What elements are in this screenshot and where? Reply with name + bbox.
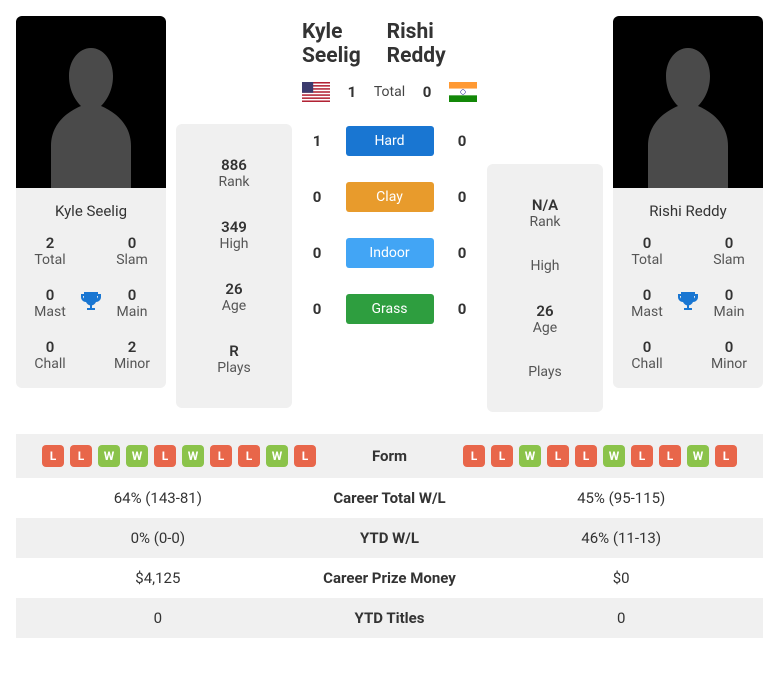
p1-minor-val: 2 — [106, 338, 158, 356]
p2-chall-val: 0 — [621, 338, 673, 356]
p1-stat-value: 64% (143-81) — [42, 489, 274, 507]
p2-mast-val: 0 — [621, 286, 673, 304]
p1-surface-score: 0 — [302, 300, 332, 318]
h2h-center: Kyle Seelig Rishi Reddy 1 Total 0 1 Hard 0… — [302, 16, 477, 350]
surface-chip: Hard — [346, 126, 434, 156]
win-badge: W — [126, 445, 148, 467]
p2-rank: N/A — [487, 196, 603, 214]
loss-badge: L — [547, 445, 569, 467]
player1-photo — [16, 16, 166, 188]
stat-label: YTD W/L — [274, 529, 506, 547]
player1-form: LLWWLWLLWL — [42, 445, 316, 467]
p2-minor-val: 0 — [703, 338, 755, 356]
stat-label: Career Prize Money — [274, 569, 506, 587]
table-row: 0YTD Titles0 — [16, 598, 763, 638]
table-row: 0% (0-0)YTD W/L46% (11-13) — [16, 518, 763, 558]
p2-stat-value: $0 — [505, 569, 737, 587]
p2-slam-val: 0 — [703, 234, 755, 252]
surface-row: 0 Clay 0 — [302, 182, 477, 212]
p1-stat-value: $4,125 — [42, 569, 274, 587]
trophy-icon — [79, 289, 103, 317]
p1-h2h-total: 1 — [337, 83, 367, 101]
loss-badge: L — [463, 445, 485, 467]
player2-card: Rishi Reddy 0Total 0Slam 0Mast 0Main 0Ch… — [613, 16, 763, 388]
player2-titles: 0Total 0Slam 0Mast 0Main 0Chall 0Minor — [613, 234, 763, 388]
p2-h2h-total: 0 — [412, 83, 442, 101]
surface-row: 0 Indoor 0 — [302, 238, 477, 268]
player2-flag-icon — [449, 82, 477, 102]
loss-badge: L — [659, 445, 681, 467]
p1-rank: 886 — [176, 156, 292, 174]
player2-photo — [613, 16, 763, 188]
surface-chip: Clay — [346, 182, 434, 212]
player2-name-label: Rishi Reddy — [613, 188, 763, 234]
player1-name-label: Kyle Seelig — [16, 188, 166, 234]
comparison-table: LLWWLWLLWL Form LLWLLWLLWL 64% (143-81)C… — [16, 434, 763, 638]
player2-stats: N/ARank High 26Age Plays — [487, 164, 603, 412]
p2-age: 26 — [487, 302, 603, 320]
loss-badge: L — [154, 445, 176, 467]
surface-row: 0 Grass 0 — [302, 294, 477, 324]
win-badge: W — [687, 445, 709, 467]
loss-badge: L — [42, 445, 64, 467]
win-badge: W — [603, 445, 625, 467]
surface-row: 1 Hard 0 — [302, 126, 477, 156]
p1-surface-score: 1 — [302, 132, 332, 150]
loss-badge: L — [631, 445, 653, 467]
loss-badge: L — [715, 445, 737, 467]
player1-card: Kyle Seelig 2Total 0Slam 0Mast 0Main 0Ch… — [16, 16, 166, 388]
p1-surface-score: 0 — [302, 188, 332, 206]
p2-surface-score: 0 — [447, 188, 477, 206]
win-badge: W — [266, 445, 288, 467]
surfaces-list: 1 Hard 0 0 Clay 0 0 Indoor 0 0 Grass 0 — [302, 126, 477, 350]
p2-stat-value: 45% (95-115) — [505, 489, 737, 507]
surface-chip: Indoor — [346, 238, 434, 268]
p2-main-val: 0 — [703, 286, 755, 304]
surface-chip: Grass — [346, 294, 434, 324]
p2-surface-score: 0 — [447, 132, 477, 150]
p2-stat-value: 0 — [505, 609, 737, 627]
win-badge: W — [98, 445, 120, 467]
p1-slam-val: 0 — [106, 234, 158, 252]
silhouette-icon — [41, 38, 141, 188]
silhouette-icon — [638, 38, 738, 188]
p2-surface-score: 0 — [447, 244, 477, 262]
p1-stat-value: 0 — [42, 609, 274, 627]
form-label: Form — [316, 447, 463, 465]
form-row: LLWWLWLLWL Form LLWLLWLLWL — [16, 434, 763, 478]
table-row: $4,125Career Prize Money$0 — [16, 558, 763, 598]
player1-stats: 886Rank 349High 26Age RPlays — [176, 124, 292, 408]
player2-heading: Rishi Reddy — [387, 20, 477, 68]
win-badge: W — [182, 445, 204, 467]
p2-total-val: 0 — [621, 234, 673, 252]
p1-surface-score: 0 — [302, 244, 332, 262]
player1-titles: 2Total 0Slam 0Mast 0Main 0Chall 2Minor — [16, 234, 166, 388]
p1-main-val: 0 — [106, 286, 158, 304]
loss-badge: L — [70, 445, 92, 467]
p1-stat-value: 0% (0-0) — [42, 529, 274, 547]
player2-form: LLWLLWLLWL — [463, 445, 737, 467]
win-badge: W — [519, 445, 541, 467]
stat-label: Career Total W/L — [274, 489, 506, 507]
p1-plays: R — [176, 342, 292, 360]
p2-stat-value: 46% (11-13) — [505, 529, 737, 547]
p2-surface-score: 0 — [447, 300, 477, 318]
h2h-total-label: Total — [374, 84, 405, 100]
loss-badge: L — [575, 445, 597, 467]
table-row: 64% (143-81)Career Total W/L45% (95-115) — [16, 478, 763, 518]
loss-badge: L — [238, 445, 260, 467]
player-comparison-header: Kyle Seelig 2Total 0Slam 0Mast 0Main 0Ch… — [16, 16, 763, 412]
player1-heading: Kyle Seelig — [302, 20, 387, 68]
p1-mast-val: 0 — [24, 286, 76, 304]
trophy-icon — [676, 289, 700, 317]
player1-flag-icon — [302, 82, 330, 102]
p1-high: 349 — [176, 218, 292, 236]
p1-total-val: 2 — [24, 234, 76, 252]
p1-chall-val: 0 — [24, 338, 76, 356]
stat-label: YTD Titles — [274, 609, 506, 627]
loss-badge: L — [210, 445, 232, 467]
loss-badge: L — [294, 445, 316, 467]
loss-badge: L — [491, 445, 513, 467]
p1-age: 26 — [176, 280, 292, 298]
